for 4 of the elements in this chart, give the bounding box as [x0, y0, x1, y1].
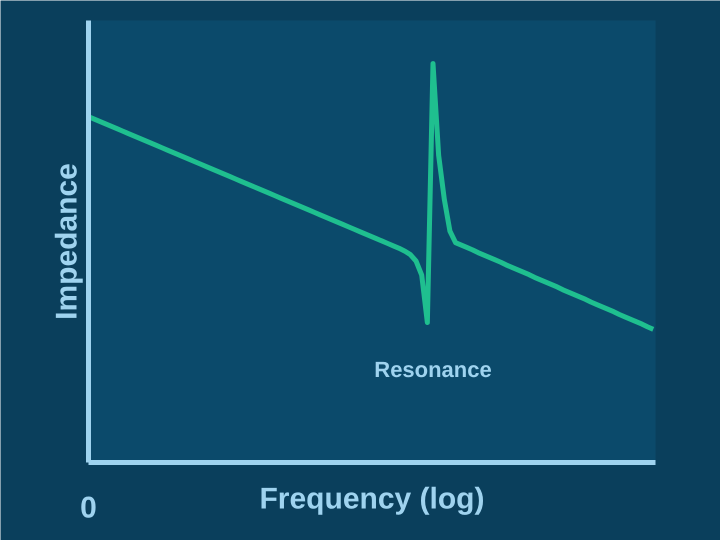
y-axis-title: Impedance — [50, 163, 84, 320]
x-axis-title: Frequency (log) — [259, 482, 485, 516]
text: 0 — [80, 492, 97, 524]
annotation: Resonance — [374, 356, 492, 382]
